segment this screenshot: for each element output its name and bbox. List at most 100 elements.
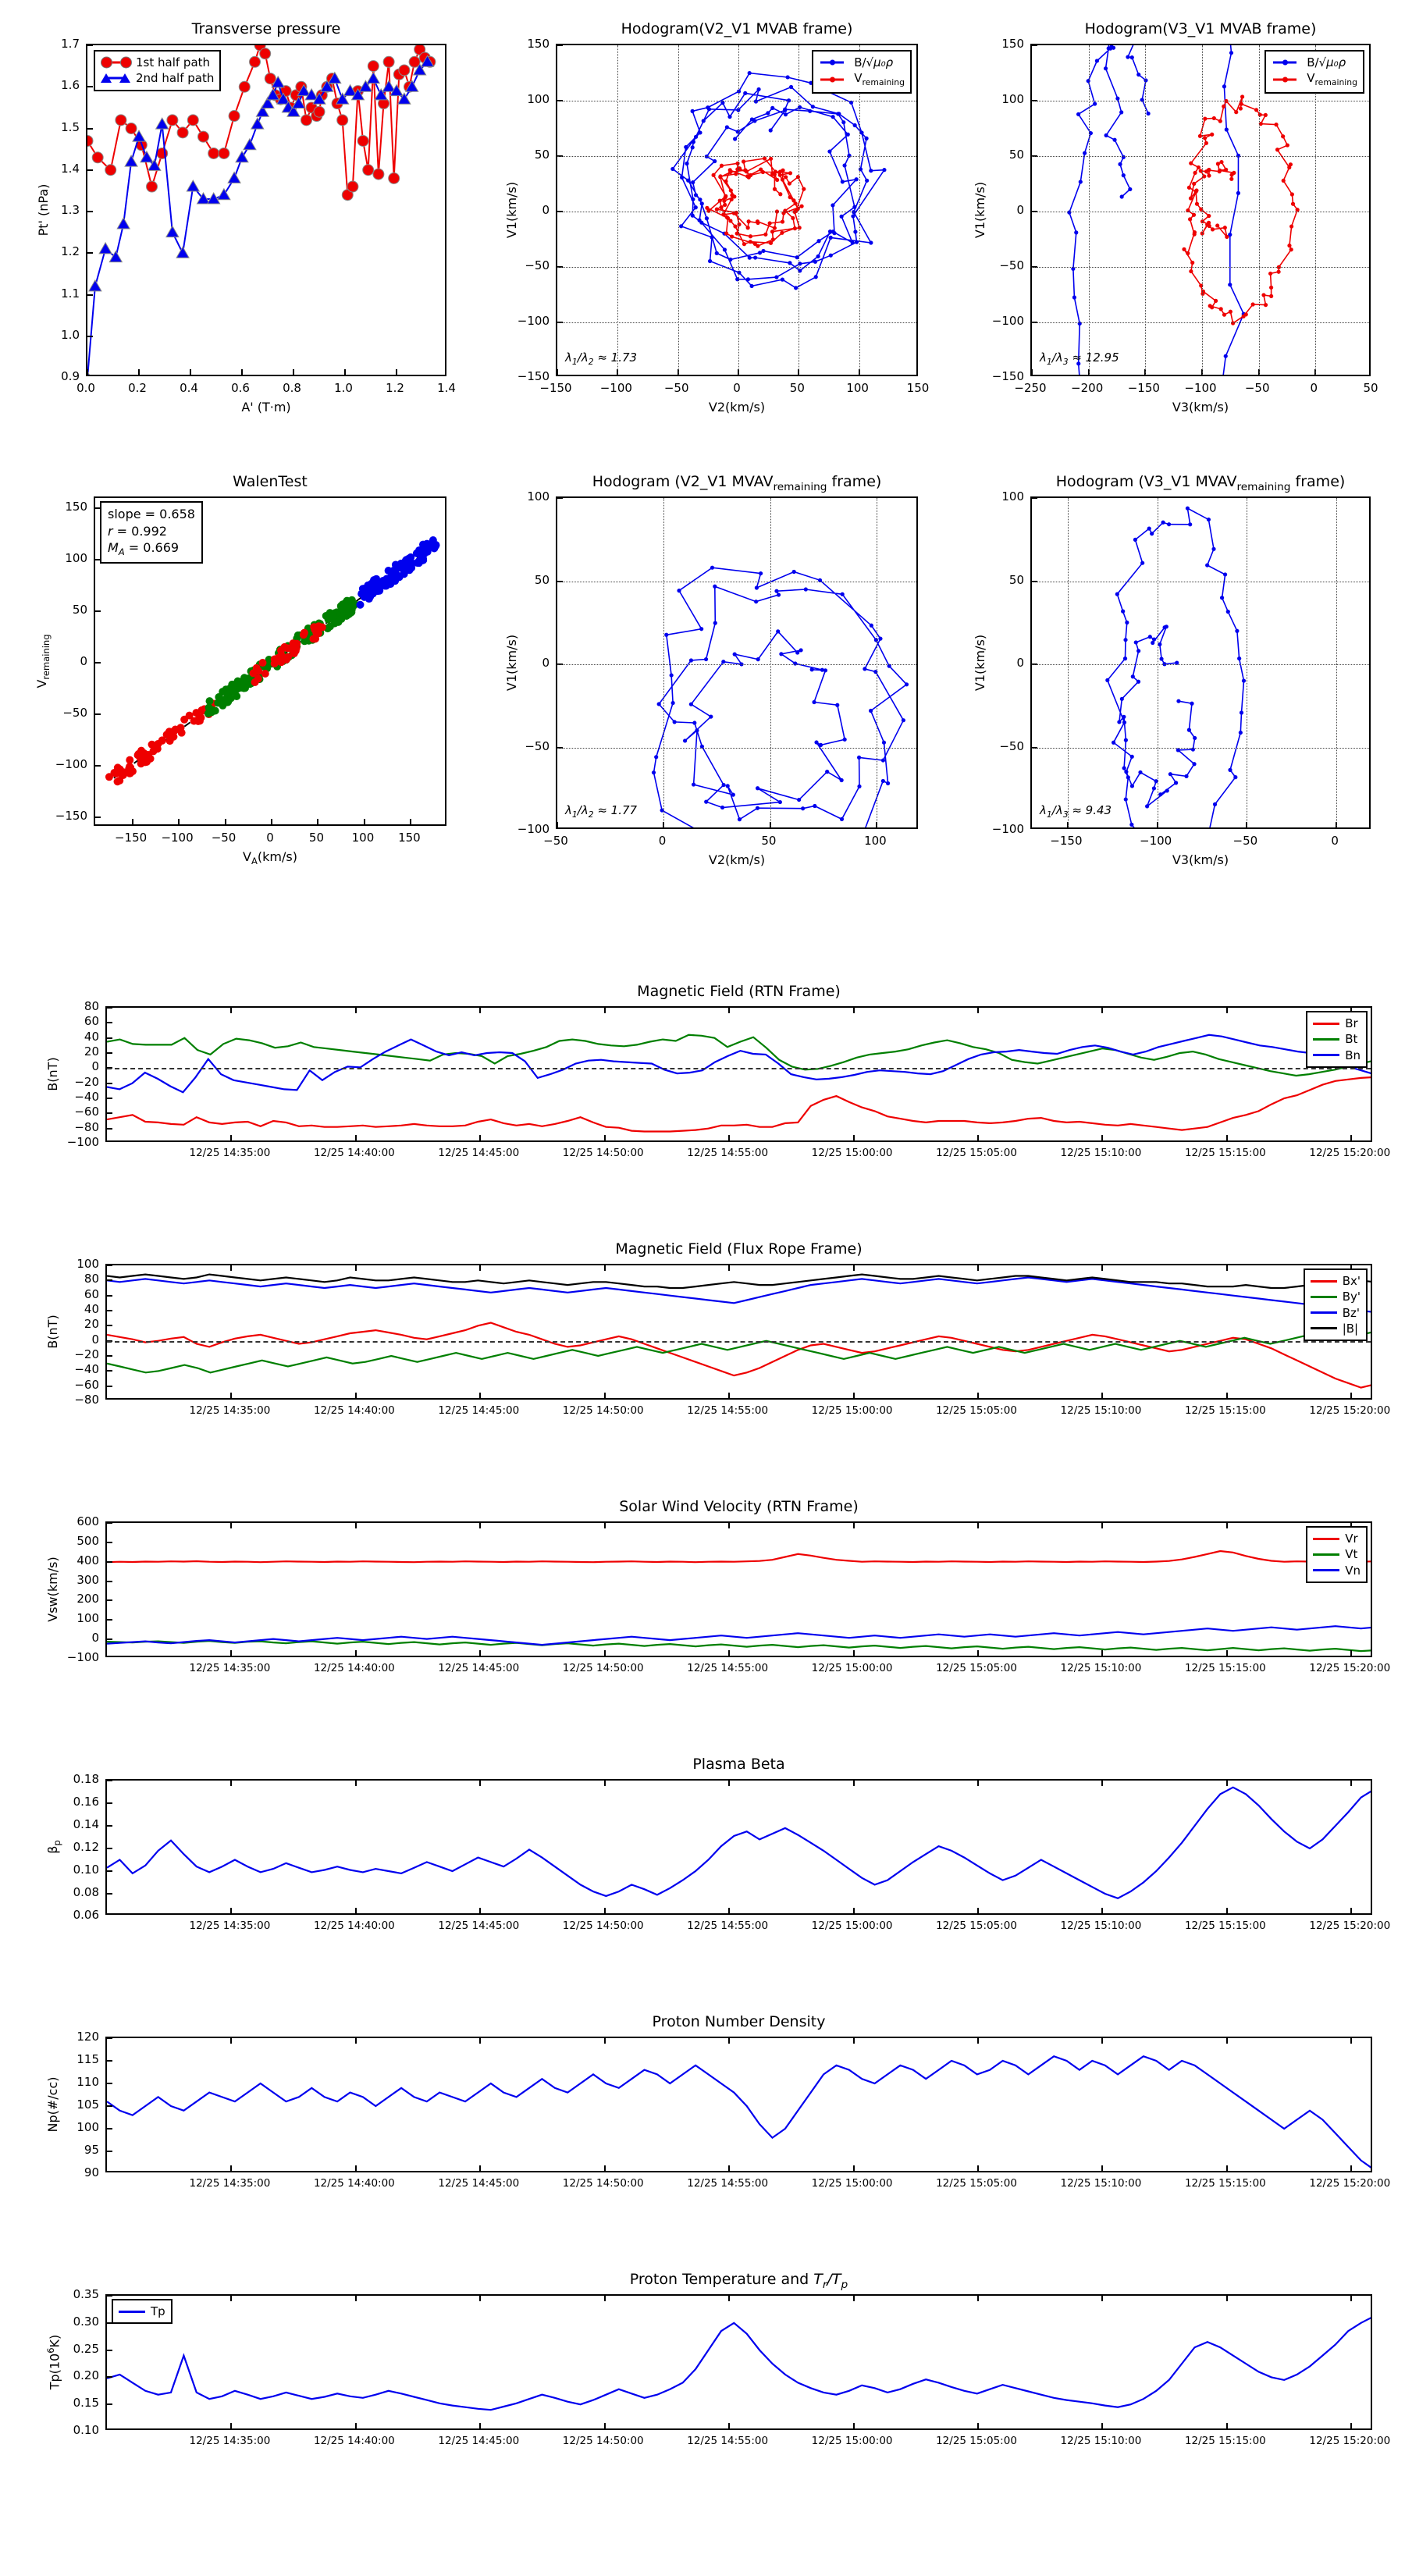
panel-title: Solar Wind Velocity (RTN Frame) — [619, 1498, 859, 1515]
hodogram-point — [1236, 190, 1240, 195]
walen-scatter-point — [394, 561, 403, 570]
y-tick-mark — [107, 1780, 112, 1781]
y-tick-label: 100 — [76, 1611, 99, 1626]
hodogram-point — [776, 629, 781, 634]
series-line-Np — [107, 2055, 1371, 2169]
hodogram-point — [756, 244, 760, 248]
x-tick-mark — [1032, 369, 1033, 375]
panel-title: Transverse pressure — [191, 20, 341, 37]
hodogram-point — [820, 667, 824, 672]
legend-proton-temperature: Tp — [112, 2299, 173, 2325]
y-tick-label: −80 — [74, 1393, 99, 1407]
y-tick-mark — [107, 1580, 112, 1582]
hodogram-point — [1235, 628, 1240, 633]
panel-title: Proton Temperature and Tr/Tp — [629, 2271, 848, 2291]
series-line-Vn — [107, 1625, 1371, 1646]
hodogram-point — [717, 198, 722, 203]
x-tick-label: 0.4 — [180, 381, 198, 395]
x-tick-mark — [230, 2165, 233, 2171]
time-tick-label: 12/25 15:10:00 — [1060, 2435, 1142, 2447]
hodogram-point — [776, 592, 781, 597]
grid-line-vertical — [859, 45, 861, 375]
series-line-B — [107, 1273, 1371, 1290]
x-tick-mark — [977, 1135, 979, 1140]
hodogram-point — [802, 187, 806, 191]
legend-marker-line — [108, 61, 123, 64]
walen-scatter-point — [229, 687, 237, 696]
plot-area: λ1/λ3 ≈ 12.95 B/√μ₀ρ Vremaining — [1030, 44, 1371, 376]
time-tick-label: 12/25 15:15:00 — [1184, 2435, 1266, 2447]
panel-title: Magnetic Field (Flux Rope Frame) — [615, 1240, 863, 1258]
y-tick-mark — [87, 169, 93, 171]
hodogram-point — [1228, 233, 1232, 237]
legend-marker-left — [101, 56, 112, 69]
y-tick-label: 0 — [542, 656, 550, 670]
time-tick-label: 12/25 14:35:00 — [189, 1662, 271, 1674]
walen-scatter-point — [205, 703, 213, 712]
hodogram-point — [1186, 728, 1191, 732]
legend-label: Vr — [1345, 1532, 1358, 1546]
hodogram-point — [699, 220, 704, 225]
x-tick-mark-top — [354, 2296, 357, 2301]
data-point-circle — [382, 55, 395, 68]
panel-solar-wind-velocity: Solar Wind Velocity (RTN Frame) Vr Vt Vn Vsw… — [16, 1495, 1390, 1690]
legend-mag-fluxrope: Bx' By' Bz' |B| — [1303, 1268, 1368, 1341]
y-tick-mark — [95, 507, 101, 510]
hodogram-point — [1104, 133, 1108, 138]
hodogram-point — [670, 700, 675, 706]
y-tick-label: 1.1 — [61, 286, 80, 301]
time-tick-label: 12/25 15:00:00 — [811, 1920, 893, 1932]
hodogram-point — [1067, 210, 1072, 215]
hodogram-point — [690, 213, 695, 218]
y-tick-label: 0.10 — [73, 1863, 99, 1877]
hodogram-point — [1239, 101, 1243, 106]
stat-ma: MA = 0.669 — [108, 540, 180, 558]
hodogram-point — [868, 708, 873, 713]
time-tick-label: 12/25 15:20:00 — [1309, 1404, 1391, 1417]
hodogram-point — [1151, 637, 1157, 642]
hodogram-point — [881, 740, 887, 745]
hodogram-point — [1223, 354, 1228, 358]
grid-line-vertical — [1315, 45, 1317, 375]
walen-scatter-point — [382, 575, 391, 583]
walen-scatter-point — [311, 625, 319, 634]
legend-label: Vremaining — [1307, 71, 1357, 88]
x-tick-mark-top — [1101, 1781, 1104, 1786]
hodogram-point — [774, 275, 779, 279]
hodogram-point — [1111, 45, 1116, 50]
grid-line-vertical — [663, 498, 665, 827]
y-tick-mark — [107, 1325, 112, 1327]
x-tick-mark — [977, 1393, 979, 1398]
x-tick-label: 0 — [658, 834, 667, 848]
hodogram-point — [1126, 55, 1130, 59]
hodogram-point — [840, 592, 845, 596]
hodogram-point — [718, 174, 723, 179]
hodogram-point — [832, 231, 837, 236]
plot-area: Br Bt Bn — [105, 1006, 1372, 1142]
hodogram-point — [755, 786, 760, 791]
x-tick-mark-top — [1225, 1265, 1228, 1271]
y-tick-label: 0.20 — [73, 2368, 99, 2383]
y-tick-label: 20 — [84, 1044, 99, 1059]
walen-scatter-point — [205, 697, 214, 706]
y-tick-label: −50 — [62, 705, 87, 720]
hodogram-point — [814, 740, 819, 745]
hodogram-point — [778, 192, 783, 197]
data-point-triangle — [343, 84, 357, 97]
x-tick-mark — [1101, 1908, 1104, 1913]
hodogram-point — [679, 224, 684, 229]
walen-scatter-point — [162, 731, 171, 739]
hodogram-point — [1222, 312, 1227, 317]
x-tick-mark — [1350, 2165, 1353, 2171]
walen-scatter-point — [219, 688, 227, 696]
hodogram-point — [1189, 161, 1193, 165]
hodogram-point — [864, 136, 869, 141]
x-tick-mark-top — [354, 1523, 357, 1528]
x-tick-mark — [728, 1650, 731, 1656]
y-tick-label: 90 — [84, 2165, 99, 2179]
time-tick-label: 12/25 15:20:00 — [1309, 1147, 1391, 1159]
x-tick-mark-top — [230, 1523, 233, 1528]
legend-swatch — [819, 57, 848, 68]
hodogram-point — [904, 682, 909, 687]
legend-marker-dot — [1282, 59, 1289, 66]
